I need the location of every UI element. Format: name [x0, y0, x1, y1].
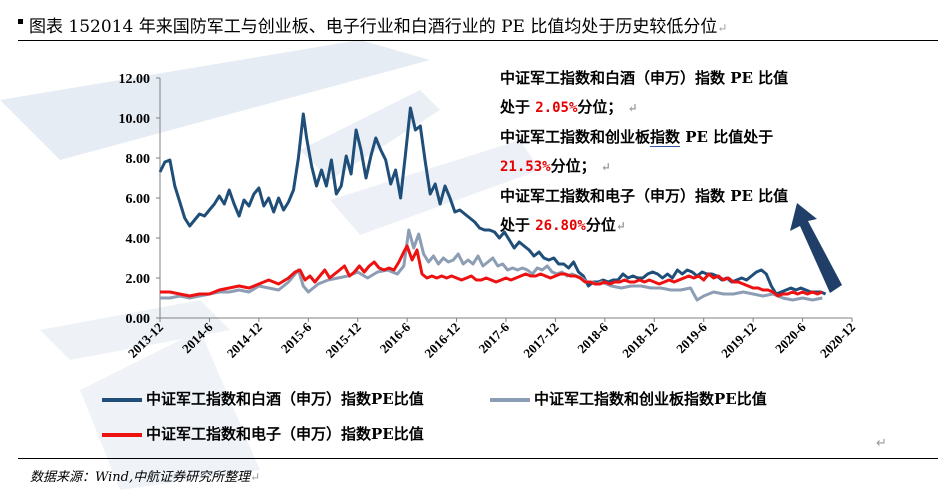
y-tick-label: 0.00 — [126, 312, 151, 327]
baijiu-percentile: 2.05% — [535, 100, 578, 116]
series-line-dianzi — [160, 244, 823, 298]
legend-swatch-chuangye — [490, 398, 530, 402]
series-line-chuangye — [160, 228, 823, 302]
x-tick-label: 2018-12 — [619, 320, 660, 361]
y-tick-label: 6.00 — [126, 192, 151, 207]
chuangye-percentile: 21.53% — [500, 159, 551, 175]
legend-label-dianzi: 中证军工指数和电子（申万）指数PE比值 — [146, 425, 424, 443]
return-mark-legend: ↵ — [876, 436, 887, 451]
annotation-text: 中证军工指数和白酒（申万）指数 PE 比值 — [500, 69, 789, 87]
figure-number: 图表 15 — [29, 17, 91, 37]
chart-series — [158, 106, 827, 302]
x-tick-label: 2017-12 — [520, 320, 561, 361]
x-tick-label: 2020-12 — [817, 320, 858, 361]
x-tick-label: 2015-12 — [323, 320, 364, 361]
x-tick-label: 2014-6 — [179, 319, 216, 356]
annotation-line-5: 中证军工指数和电子（申万）指数 PE 比值 — [500, 187, 789, 205]
footer-rule — [18, 458, 938, 459]
data-source-note: 数据来源：Wind,中航证券研究所整理↵ — [30, 470, 261, 485]
x-tick-label: 2016-12 — [421, 320, 462, 361]
annotation-line-2: 处于 2.05%分位； ↵ — [500, 98, 638, 116]
legend-label-chuangye: 中证军工指数和创业板指数PE比值 — [534, 390, 767, 408]
x-tick-label: 2017-6 — [475, 319, 512, 356]
annotation-line-6: 处于 26.80%分位↵ — [500, 216, 626, 234]
y-tick-label: 8.00 — [126, 152, 151, 167]
annotation-line-3: 中证军工指数和创业板指数 PE 比值处于 — [500, 128, 774, 147]
title-bullet — [18, 19, 23, 24]
annotation-line-1: 中证军工指数和白酒（申万）指数 PE 比值 — [500, 64, 880, 93]
x-tick-label: 2019-6 — [673, 319, 710, 356]
upward-arrow — [790, 203, 842, 293]
dianzi-percentile: 26.80% — [535, 218, 586, 234]
y-tick-label: 2.00 — [126, 272, 151, 287]
legend-label-baijiu: 中证军工指数和白酒（申万）指数PE比值 — [146, 390, 424, 408]
legend-swatch-dianzi — [102, 433, 142, 437]
x-tick-label: 2014-12 — [224, 320, 265, 361]
x-tick-label: 2016-6 — [377, 319, 414, 356]
y-tick-label: 10.00 — [119, 112, 151, 127]
return-mark: ↵ — [717, 21, 728, 35]
trend-arrow — [790, 203, 842, 293]
figure-title: 图表 152014 年来国防军工与创业板、电子行业和白酒行业的 PE 比值均处于… — [18, 12, 938, 38]
title-rule — [18, 40, 938, 41]
annotation-box: 中证军工指数和白酒（申万）指数 PE 比值 处于 2.05%分位； ↵ 中证军工… — [500, 64, 880, 241]
x-tick-label: 2019-12 — [718, 320, 759, 361]
legend-swatch-baijiu — [102, 398, 142, 402]
series-line-baijiu — [158, 106, 827, 296]
x-tick-label: 2018-6 — [574, 319, 611, 356]
annotation-line-4: 21.53%分位； ↵ — [500, 157, 611, 175]
x-tick-label: 2020-6 — [772, 319, 809, 356]
x-tick-label: 2015-6 — [278, 319, 315, 356]
y-tick-label: 4.00 — [126, 232, 151, 247]
y-tick-label: 12.00 — [119, 72, 151, 87]
figure-title-text: 2014 年来国防军工与创业板、电子行业和白酒行业的 PE 比值均处于历史较低分… — [90, 17, 718, 37]
